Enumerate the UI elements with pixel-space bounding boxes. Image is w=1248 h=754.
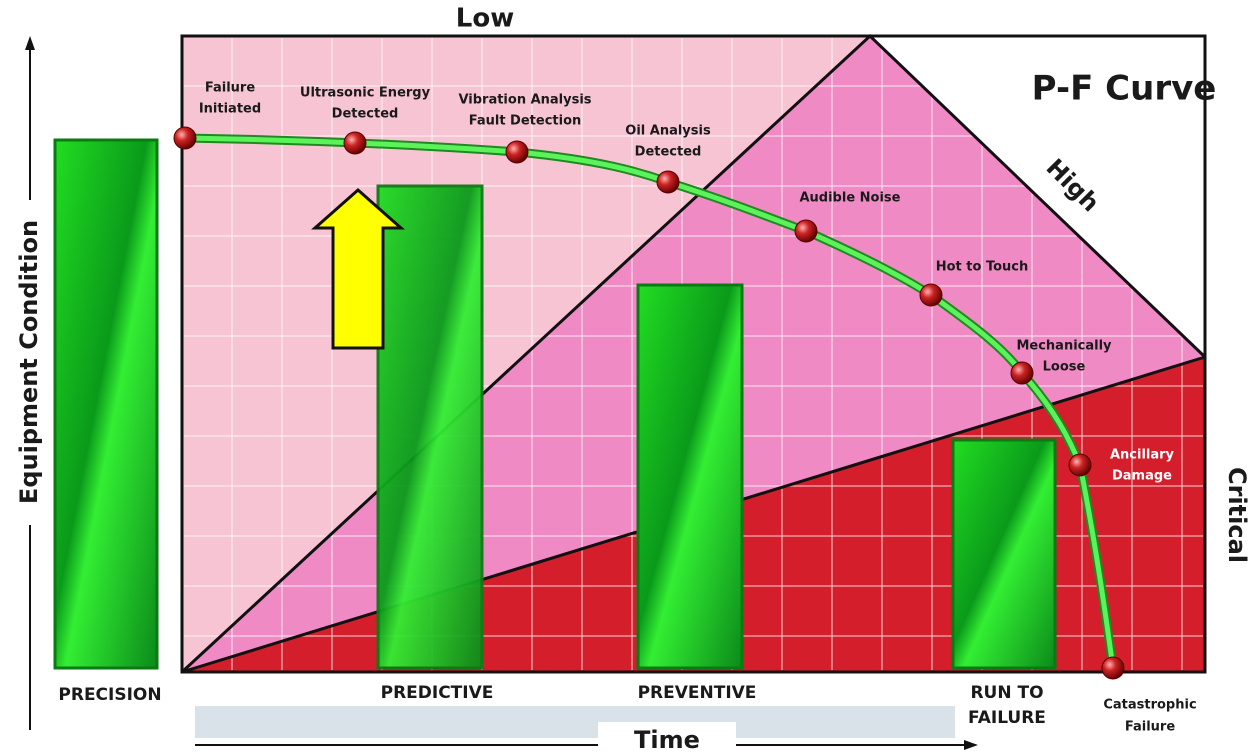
- point-label: Detected: [332, 107, 399, 122]
- strategy-label: PREVENTIVE: [638, 683, 757, 703]
- x-axis-arrow: [964, 740, 978, 750]
- curve-points: [173, 126, 1125, 680]
- bar: [53, 138, 159, 670]
- y-axis-label: Equipment Condition: [15, 220, 43, 504]
- point-label: Oil Analysis: [625, 124, 711, 139]
- strategy-label: PREDICTIVE: [381, 683, 494, 703]
- point-label: Initiated: [199, 102, 261, 117]
- curve-point: [1068, 453, 1092, 477]
- curve-point: [656, 170, 680, 194]
- point-label: Vibration Analysis: [458, 93, 591, 108]
- bar: [951, 438, 1057, 670]
- zone-label: Low: [456, 4, 514, 34]
- point-label: Catastrophic: [1103, 698, 1196, 713]
- y-axis-label-bg: [14, 200, 46, 525]
- point-label: Ancillary: [1110, 448, 1175, 463]
- point-label: Failure: [205, 81, 255, 96]
- bar: [636, 283, 744, 670]
- highlight-arrow: [311, 187, 405, 350]
- x-axis-label: Time: [634, 726, 700, 754]
- point-label: Failure: [1125, 720, 1175, 735]
- point-label: Audible Noise: [799, 191, 900, 206]
- point-label: Damage: [1112, 469, 1172, 484]
- strategy-label: FAILURE: [968, 708, 1046, 728]
- curve-point: [173, 126, 197, 150]
- point-label: Fault Detection: [469, 114, 582, 129]
- zone-label: Critical: [1223, 467, 1248, 563]
- curve-point: [1010, 361, 1034, 385]
- strategy-label: RUN TO: [970, 683, 1043, 703]
- x-axis-label-bg: [598, 722, 736, 754]
- labels: Failure Initiated Ultrasonic Energy Detecte…: [58, 81, 1196, 735]
- curve-point: [505, 140, 529, 164]
- point-label: Detected: [635, 145, 702, 160]
- title: P-F Curve: [1032, 69, 1217, 109]
- point-label: Hot to Touch: [936, 260, 1029, 275]
- strategy-label: PRECISION: [58, 685, 161, 705]
- point-label: Mechanically: [1016, 339, 1112, 354]
- point-label: Loose: [1043, 360, 1086, 375]
- bar: [376, 184, 484, 670]
- strategy-bars: [53, 138, 1057, 670]
- curve-point: [794, 219, 818, 243]
- frame: [180, 34, 1207, 674]
- time-band: [195, 706, 955, 738]
- curve-point: [1101, 656, 1125, 680]
- curve-point: [343, 131, 367, 155]
- point-label: Ultrasonic Energy: [300, 86, 431, 101]
- y-axis-arrow: [25, 36, 35, 50]
- curve-point: [919, 283, 943, 307]
